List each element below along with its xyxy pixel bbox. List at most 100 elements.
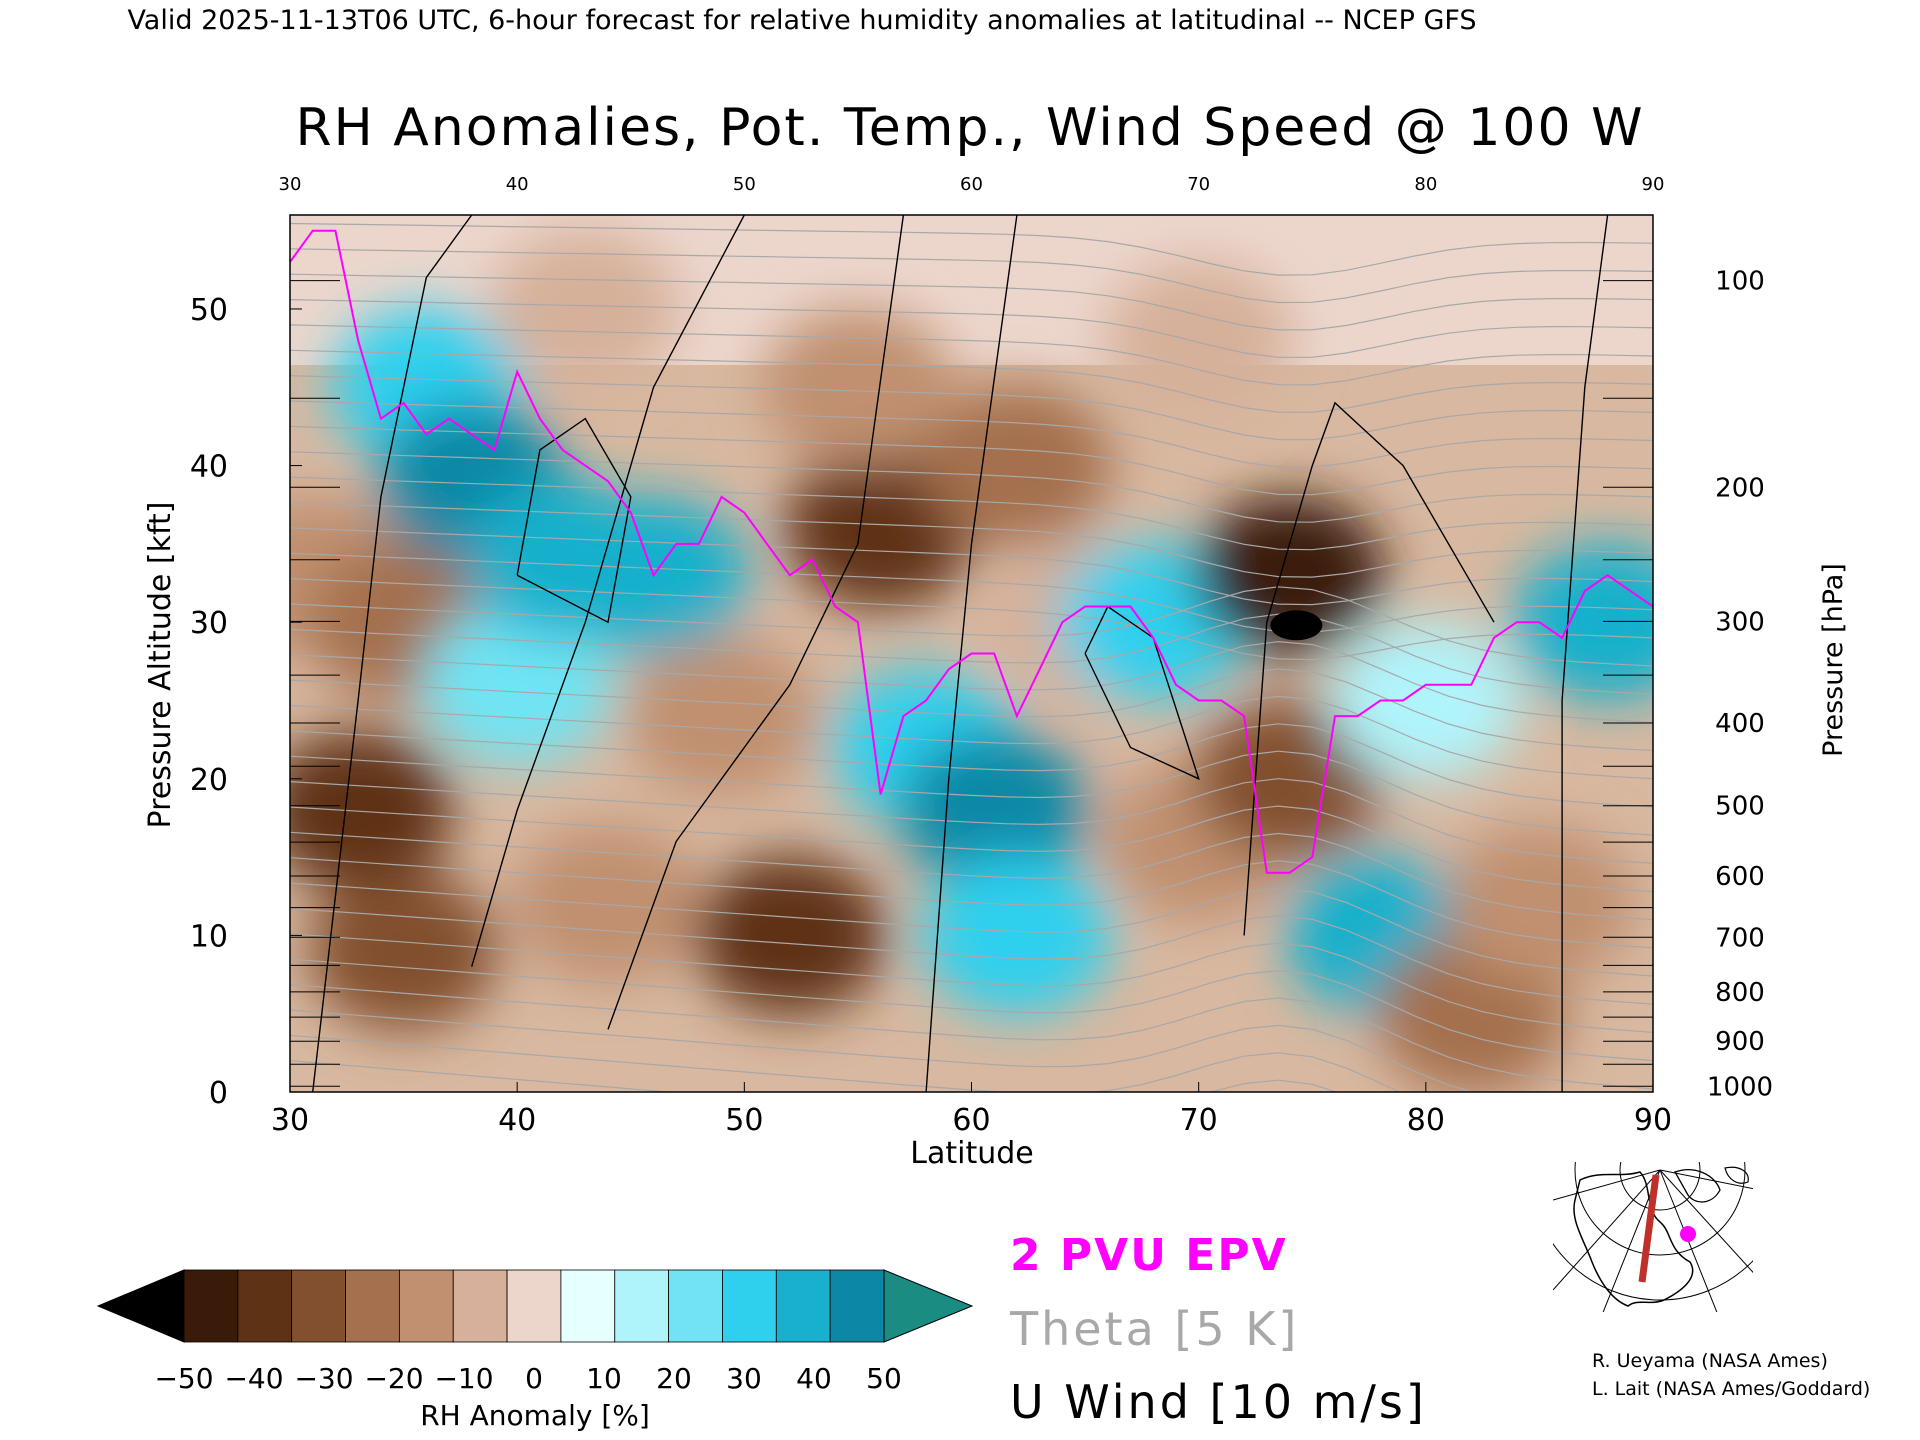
- x-top-tick-label: 60: [960, 174, 983, 195]
- x-tick-label: 30: [271, 1103, 309, 1138]
- colorbar-cell: [345, 1269, 400, 1343]
- pressure-tick-label: 500: [1715, 792, 1765, 822]
- colorbar-under-triangle: [96, 1269, 185, 1343]
- theta-contour-18: [290, 586, 1653, 667]
- u-wind-contour-1: [471, 215, 745, 967]
- theta-contour-33: [290, 222, 1653, 276]
- x-top-tick-label: 70: [1187, 174, 1210, 195]
- theta-contour-14: [290, 695, 1653, 780]
- x-tick-label: 50: [725, 1103, 763, 1138]
- colorbar-tick-label: 20: [656, 1362, 692, 1395]
- pressure-tick-label: 1000: [1707, 1072, 1773, 1102]
- colorbar-cell: [183, 1269, 239, 1343]
- legend-theta: Theta [5 K]: [1009, 1302, 1299, 1356]
- colorbar-tick-label: 50: [866, 1362, 902, 1395]
- theta-contour-31: [290, 273, 1653, 331]
- theta-contour-25: [290, 425, 1653, 496]
- colorbar-cell: [398, 1269, 454, 1343]
- colorbar-cell: [291, 1269, 346, 1343]
- theta-contour-21: [290, 527, 1653, 606]
- x-tick-label: 70: [1180, 1103, 1218, 1138]
- theta-contours: [290, 222, 1653, 1092]
- u-wind-contour-2: [607, 215, 905, 1030]
- theta-contour-16: [290, 640, 1653, 723]
- jet-core: [1270, 610, 1323, 641]
- rh-blob-28: [1444, 824, 1635, 985]
- rh-blob-18: [921, 385, 1112, 546]
- rh-blob-11: [626, 636, 817, 797]
- u-wind-contour-7: [1084, 605, 1200, 781]
- colorbar-tick-label: −10: [434, 1362, 493, 1395]
- x-axis-label: Latitude: [910, 1136, 1033, 1171]
- colorbar-cell: [237, 1269, 293, 1343]
- legend-epv: 2 PVU EPV: [1010, 1230, 1288, 1281]
- y-axis-label-left: Pressure Altitude [kft]: [143, 502, 178, 829]
- u-wind-contour-5: [1561, 215, 1609, 1092]
- pressure-tick-label: 900: [1715, 1027, 1765, 1057]
- theta-contour-20: [290, 552, 1653, 633]
- theta-contour-10: [290, 805, 1653, 893]
- u-wind-contour-6: [516, 417, 632, 624]
- theta-contour-30: [290, 299, 1653, 358]
- inset-map: [1553, 1162, 1753, 1312]
- u-wind-contour-0: [312, 215, 473, 1092]
- y-axis-label-right: Pressure [hPa]: [1818, 563, 1849, 757]
- theta-contour-13: [290, 723, 1653, 808]
- rh-blob-9: [513, 824, 704, 985]
- location-marker: [1680, 1226, 1696, 1242]
- x-top-tick-label: 90: [1642, 174, 1665, 195]
- theta-contour-29: [290, 324, 1653, 386]
- y-tick-label: 10: [190, 919, 228, 954]
- x-top-tick-label: 30: [279, 174, 302, 195]
- theta-contour-23: [290, 476, 1653, 551]
- theta-contour-2: [290, 1009, 1475, 1092]
- theta-contour-12: [290, 750, 1653, 836]
- theta-contour-26: [290, 400, 1653, 468]
- pressure-tick-label: 400: [1715, 709, 1765, 739]
- theta-contour-27: [290, 375, 1653, 441]
- colorbar-tick-label: 10: [586, 1362, 622, 1395]
- colorbar-tick-label: 0: [525, 1362, 543, 1395]
- y-tick-label: 20: [190, 763, 228, 798]
- rh-blob-1: [290, 730, 454, 891]
- theta-contour-19: [290, 578, 1653, 661]
- section-line: [1638, 1174, 1660, 1283]
- rh-blob-2: [308, 871, 499, 1032]
- pressure-tick-label: 800: [1715, 978, 1765, 1008]
- colorbar-cell: [775, 1269, 831, 1343]
- theta-contour-5: [290, 933, 1653, 1033]
- rh-blob-14: [762, 307, 953, 468]
- pressure-grid-ticks: [290, 280, 1653, 1087]
- colorbar-tick-label: 30: [726, 1362, 762, 1395]
- rh-blob-26: [1330, 620, 1521, 781]
- theta-contour-8: [290, 857, 1653, 949]
- u-wind-contour-4: [1243, 401, 1495, 936]
- colorbar-tick-label: −50: [154, 1362, 213, 1395]
- x-axis-top: 30 40 50 60 70 80 90: [279, 174, 1665, 195]
- theta-contour-9: [290, 831, 1653, 921]
- pressure-tick-label: 700: [1715, 923, 1765, 953]
- theta-contour-7: [290, 882, 1653, 977]
- rh-blob-22: [1103, 260, 1294, 421]
- rh-blob-17: [921, 855, 1112, 1016]
- theta-contour-17: [290, 613, 1653, 695]
- pressure-tick-label: 100: [1715, 267, 1765, 297]
- x-top-tick-label: 50: [733, 174, 756, 195]
- theta-contour-28: [290, 349, 1653, 413]
- u-wind-contours: [312, 215, 1609, 1092]
- theta-contour-32: [290, 248, 1653, 304]
- colorbar-cell: [722, 1269, 777, 1343]
- colorbar-tick-label: −20: [364, 1362, 423, 1395]
- pressure-tick-label: 600: [1715, 862, 1765, 892]
- colorbar-tick-label: 40: [796, 1362, 832, 1395]
- y-tick-label: 30: [190, 606, 228, 641]
- pressure-tick-label: 300: [1715, 607, 1765, 637]
- y-axis-right: 100 200 300 400 500 600 700 800 900 1000: [1707, 267, 1773, 1103]
- y-tick-label: 50: [190, 293, 228, 328]
- theta-contour-0: [290, 1060, 1338, 1092]
- theta-contour-22: [290, 501, 1653, 578]
- colorbar-cell: [614, 1269, 670, 1343]
- y-axis-left: 0 10 20 30 40 50: [190, 293, 302, 1111]
- legend-uwind: U Wind [10 m/s]: [1010, 1375, 1427, 1429]
